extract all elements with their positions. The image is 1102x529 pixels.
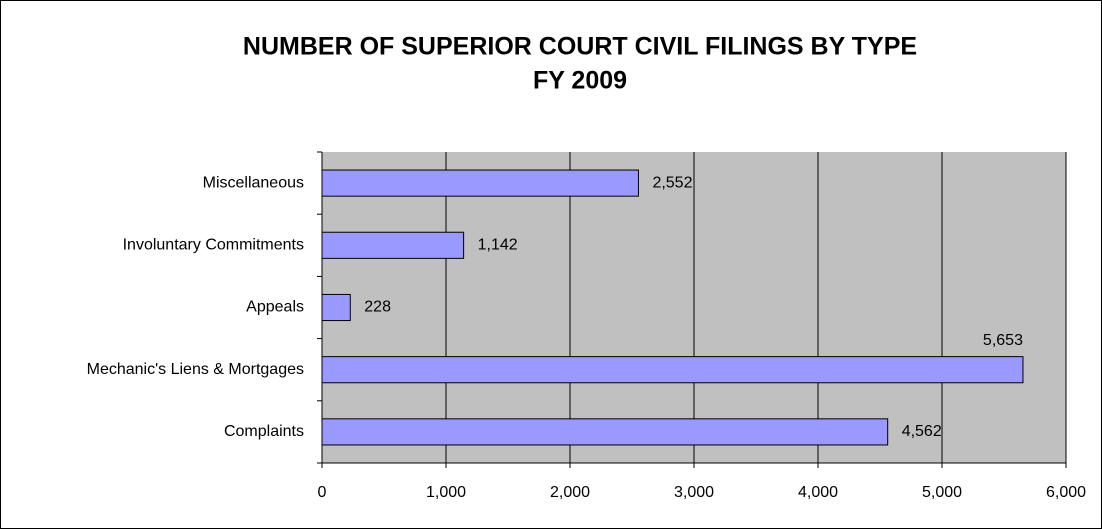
x-tick-label: 1,000	[426, 484, 466, 501]
bar	[321, 293, 351, 322]
x-tick-label: 4,000	[798, 484, 838, 501]
bar	[321, 169, 639, 197]
y-tick-label: Involuntary Commitments	[123, 237, 304, 254]
bar	[321, 231, 465, 259]
x-tick-label: 6,000	[1046, 484, 1086, 501]
chart-subtitle: FY 2009	[533, 67, 627, 95]
data-label: 5,653	[983, 332, 1023, 349]
y-tick-label: Miscellaneous	[203, 174, 304, 191]
bar	[321, 418, 889, 446]
data-label: 228	[364, 299, 391, 316]
data-label: 2,552	[652, 174, 692, 191]
bar	[321, 356, 1024, 384]
data-label: 4,562	[902, 423, 942, 440]
x-tick-label: 0	[318, 484, 327, 501]
y-tick-label: Appeals	[246, 299, 304, 316]
data-label: 1,142	[478, 237, 518, 254]
chart-title: NUMBER OF SUPERIOR COURT CIVIL FILINGS B…	[243, 33, 917, 61]
y-tick-label: Complaints	[224, 423, 304, 440]
x-tick-label: 3,000	[674, 484, 714, 501]
x-tick-label: 2,000	[550, 484, 590, 501]
y-tick-label: Mechanic's Liens & Mortgages	[87, 361, 304, 378]
x-tick-label: 5,000	[922, 484, 962, 501]
